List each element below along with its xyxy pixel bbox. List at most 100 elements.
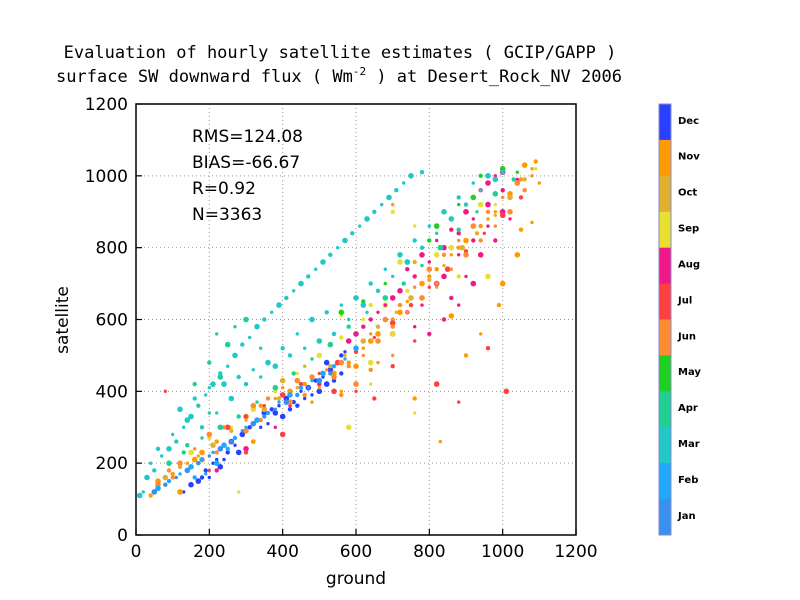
data-point [518,177,524,182]
data-point [339,389,343,393]
y-tick-label: 800 [96,239,128,259]
data-point [273,425,277,429]
data-point [303,346,307,350]
data-point [492,176,499,183]
data-point [163,482,168,487]
data-point [327,367,334,373]
data-point [199,449,205,456]
data-point [427,277,432,283]
data-point [500,170,505,175]
data-point [310,393,314,397]
data-point [433,223,440,229]
data-point [368,367,373,372]
data-point [325,368,329,372]
data-point [522,177,527,182]
data-point [521,162,528,168]
data-point [204,393,208,397]
colorbar-segment-mar [659,427,671,464]
data-point [306,274,311,279]
data-point [420,263,424,268]
data-point [262,317,267,322]
data-point [291,399,296,405]
data-point [397,288,403,294]
data-point [233,443,237,447]
data-point [188,464,194,470]
data-point [343,357,347,361]
data-point [435,231,439,235]
data-point [306,386,310,390]
data-point [419,280,425,287]
data-point [174,439,179,444]
data-point [408,295,414,301]
data-point [233,325,237,329]
data-point [328,252,333,257]
data-point [279,392,286,398]
data-point [389,320,396,326]
data-point [215,457,219,462]
data-point [295,392,300,398]
data-point [412,259,417,265]
data-point [503,388,510,395]
data-point [372,209,377,214]
data-point [343,350,347,354]
data-point [222,457,226,462]
data-point [193,447,197,451]
data-point [361,353,365,358]
data-point [287,353,293,358]
data-point [485,209,491,214]
data-point [258,403,263,408]
data-point [316,388,323,395]
data-point [437,244,444,251]
data-point [456,274,461,279]
data-point [277,400,281,404]
data-point [339,353,344,358]
data-point [272,410,279,416]
data-point [391,202,395,207]
data-point [277,404,281,408]
data-point [420,303,424,307]
data-point [240,429,244,433]
data-point [317,386,321,390]
data-point [345,424,352,431]
data-point [412,396,417,401]
data-point [188,413,194,420]
data-point [196,454,200,458]
colorbar-segment-jul [659,283,671,320]
colorbar-label-aug: Aug [678,259,700,270]
data-point [339,314,343,318]
data-point [243,381,249,387]
data-point [309,316,315,323]
data-point [479,332,483,336]
data-point [457,400,461,404]
data-point [327,341,334,348]
data-point [394,310,398,314]
data-point [530,220,534,225]
data-point [448,244,455,251]
data-point [434,267,439,272]
data-point [493,213,497,217]
chart-title-line2-prefix: surface SW downward flux ( Wm [56,67,353,87]
data-point [270,310,274,314]
data-point [478,173,483,178]
data-point [177,489,183,495]
data-point [162,474,169,481]
data-point [433,381,440,387]
data-point [522,188,527,193]
data-point [195,478,202,484]
data-point [204,472,208,476]
data-point [508,217,512,221]
data-point [493,174,497,178]
data-point [265,410,271,416]
colorbar-segment-jan [659,499,671,536]
data-point [375,338,381,344]
data-point [368,281,373,286]
data-point [166,468,172,473]
data-point [279,431,286,438]
data-point [310,400,314,404]
data-point [244,425,248,429]
y-tick-label: 1000 [85,167,128,187]
data-point [361,346,365,350]
data-point [288,404,292,408]
data-point [207,468,211,473]
